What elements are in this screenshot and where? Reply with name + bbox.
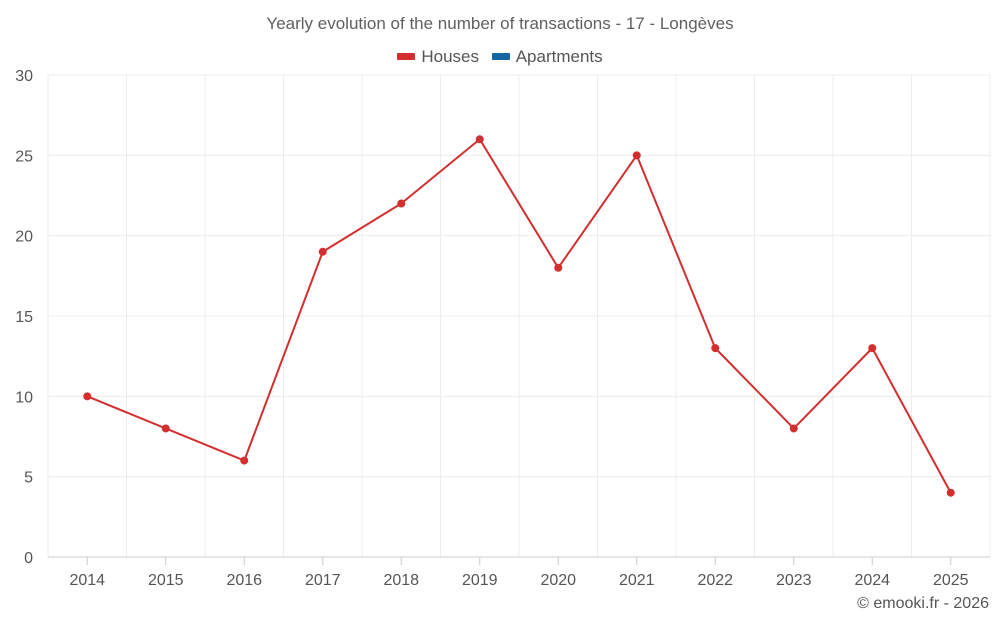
data-point-houses [554,263,563,272]
data-point-houses [161,424,170,433]
data-series [83,135,955,497]
x-tick-label: 2017 [305,572,341,589]
chart-legend: Houses Apartments [0,45,1000,67]
x-tick-label: 2022 [697,572,733,589]
x-tick-label: 2019 [462,572,498,589]
data-point-houses [397,199,406,208]
y-tick-label: 10 [15,389,33,406]
data-point-houses [711,344,720,353]
data-point-houses [318,247,327,256]
x-tick-label: 2020 [540,572,576,589]
chart-title: Yearly evolution of the number of transa… [266,14,734,33]
legend-item-houses[interactable]: Houses [397,47,479,67]
grid-lines [47,74,991,557]
y-tick-label: 30 [15,68,33,85]
copyright-credit: © emooki.fr - 2026 [857,595,989,612]
y-tick-label: 20 [15,229,33,246]
x-tick-label: 2016 [226,572,262,589]
y-tick-label: 15 [15,309,33,326]
data-point-houses [868,344,877,353]
x-tick-label: 2023 [776,572,812,589]
x-tick-label: 2025 [933,572,969,589]
y-tick-label: 5 [24,470,33,487]
data-point-houses [946,488,955,497]
x-tick-label: 2014 [69,572,105,589]
x-tick-label: 2021 [619,572,655,589]
x-tick-label: 2018 [383,572,419,589]
x-tick-label: 2015 [148,572,184,589]
x-tick-label: 2024 [854,572,890,589]
series-line-houses [86,138,952,494]
legend-swatch-houses [397,53,416,60]
data-point-houses [632,151,641,160]
legend-label-houses: Houses [421,46,479,66]
data-point-houses [475,135,484,144]
legend-label-apartments: Apartments [515,46,603,66]
legend-swatch-apartments [491,53,510,60]
y-tick-label: 0 [24,550,33,567]
data-point-houses [83,392,92,401]
data-point-houses [789,424,798,433]
legend-item-apartments[interactable]: Apartments [491,46,603,67]
data-point-houses [240,456,249,465]
y-tick-label: 25 [15,148,33,165]
